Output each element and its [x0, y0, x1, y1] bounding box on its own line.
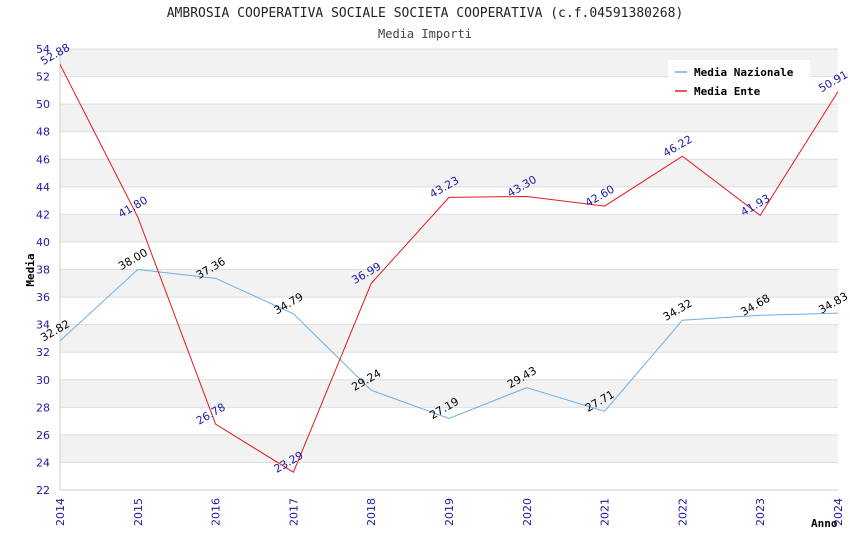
- x-tick-label: 2017: [287, 498, 300, 526]
- grid-lines: [59, 48, 838, 491]
- grid-band: [60, 434, 838, 463]
- grid-band: [60, 104, 838, 132]
- y-tick-label: 24: [36, 456, 50, 469]
- y-tick-label: 50: [36, 98, 50, 111]
- chart-title: AMBROSIA COOPERATIVA SOCIALE SOCIETA COO…: [166, 6, 684, 21]
- y-tick-label: 54: [36, 43, 50, 56]
- series-line-media-nazionale: [59, 268, 839, 420]
- x-tick-label: 2016: [210, 498, 223, 526]
- grid-band: [60, 462, 838, 490]
- grid-band: [60, 352, 838, 380]
- y-tick-label: 52: [36, 71, 50, 84]
- x-tick-label: 2015: [132, 498, 145, 526]
- x-tick-label: 2020: [521, 498, 534, 526]
- y-tick-label: 26: [36, 429, 50, 442]
- y-tick-label: 42: [36, 208, 50, 221]
- y-tick-label: 32: [36, 346, 50, 359]
- chart-subtitle: Media Importi: [378, 27, 472, 41]
- y-axis-ticks: 22 24 26 28 30 32 34 36 38 40 42 44 46 48 50 52 54: [36, 43, 50, 497]
- series-lines: [59, 64, 839, 473]
- x-tick-label: 2021: [599, 498, 612, 526]
- x-tick-label: 2018: [365, 498, 378, 526]
- grid-band: [60, 297, 838, 325]
- legend-label: Media Nazionale: [694, 66, 794, 79]
- x-tick-label: 2014: [54, 498, 67, 526]
- legend: Media Nazionale Media Ente: [668, 60, 810, 102]
- y-tick-label: 40: [36, 236, 50, 249]
- x-axis-ticks: 2014 2015 2016 2017 2018 2019 2020 2021 2022 2023…: [54, 498, 845, 526]
- y-axis-title: Media: [24, 253, 37, 286]
- legend-label: Media Ente: [694, 85, 761, 98]
- grid-band: [60, 407, 838, 435]
- legend-box: [668, 60, 810, 102]
- y-tick-label: 30: [36, 374, 50, 387]
- y-tick-label: 44: [36, 181, 50, 194]
- grid-band: [60, 324, 838, 353]
- grid-band: [60, 379, 838, 408]
- y-tick-label: 46: [36, 153, 50, 166]
- x-tick-label: 2023: [754, 498, 767, 526]
- x-axis-title: Anno: [811, 517, 838, 530]
- y-tick-label: 34: [36, 319, 50, 332]
- x-tick-label: 2022: [676, 498, 689, 526]
- x-tick-label: 2019: [443, 498, 456, 526]
- series-line-media-ente: [59, 64, 839, 473]
- y-tick-label: 48: [36, 126, 50, 139]
- y-tick-label: 38: [36, 264, 50, 277]
- grid-band: [60, 159, 838, 187]
- grid-bands: [60, 49, 838, 490]
- grid-band: [60, 214, 838, 242]
- grid-band: [60, 269, 838, 298]
- grid-band: [60, 131, 838, 160]
- x-tick-label: 2024: [832, 498, 845, 526]
- y-tick-label: 28: [36, 401, 50, 414]
- y-tick-label: 22: [36, 484, 50, 497]
- grid-band: [60, 186, 838, 215]
- y-tick-label: 36: [36, 291, 50, 304]
- grid-band: [60, 241, 838, 270]
